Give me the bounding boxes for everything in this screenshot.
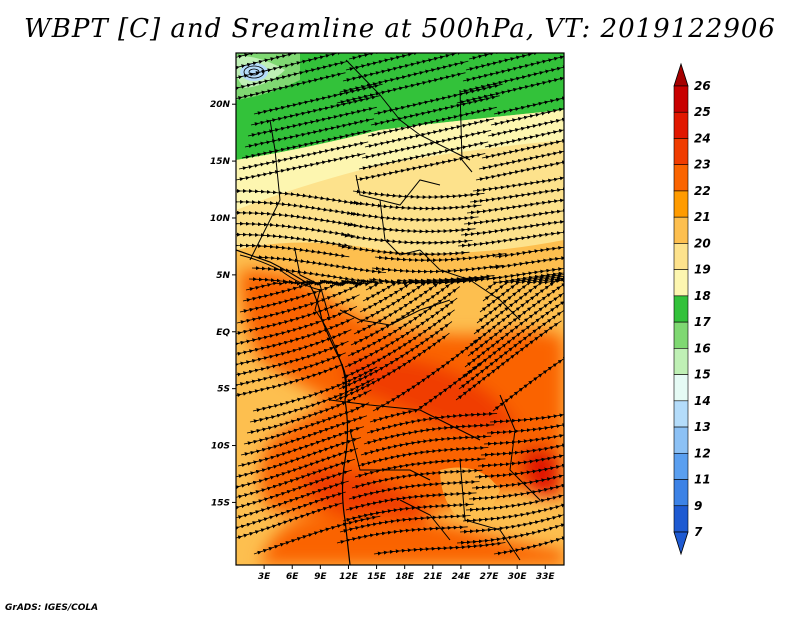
streamline — [346, 211, 479, 222]
colorbar-label: 20 — [694, 236, 711, 250]
colorbar-segment — [673, 85, 689, 113]
country-borders — [239, 59, 541, 561]
colorbar-segment — [673, 269, 689, 297]
lat-tick-label: 10N — [210, 214, 231, 224]
colorbar-segment — [673, 400, 689, 428]
footer-credit: GrADS: IGES/COLA — [5, 603, 99, 613]
lat-tick-label: 10S — [211, 442, 230, 452]
streamline — [352, 189, 485, 200]
colorbar-label: 7 — [694, 525, 703, 539]
streamline — [493, 518, 564, 556]
colorbar-label: 12 — [694, 446, 711, 460]
colorbar-segment — [673, 479, 689, 507]
colorbar-segment — [673, 426, 689, 454]
streamline — [343, 222, 476, 234]
lon-tick-label: 21E — [423, 572, 443, 582]
colorbar-segment — [673, 111, 689, 139]
streamline — [253, 515, 381, 555]
streamline — [236, 243, 350, 258]
colorbar-label: 14 — [694, 394, 711, 408]
lat-tick-label: 15N — [210, 157, 231, 167]
streamline — [371, 264, 504, 274]
colorbar-label: 23 — [694, 158, 711, 172]
map-axes: 3E 6E 9E 12E 15E 18E 21E 24E 27E 30E 33E 20N 15N 10N 5… — [210, 100, 556, 582]
colorbar-segment — [673, 138, 689, 166]
colorbar-segment — [673, 295, 689, 323]
lat-tick-label: 5S — [217, 385, 230, 395]
streamline — [340, 233, 473, 245]
streamline — [355, 153, 486, 182]
lon-tick-label: 9E — [314, 572, 327, 582]
chart-title: WBPT [C] and Sreamline at 500hPa, VT: 20… — [24, 14, 776, 44]
lon-tick-label: 18E — [395, 572, 415, 582]
map-area — [236, 53, 564, 565]
colorbar-top-arrow — [673, 62, 689, 87]
streamline — [373, 541, 506, 556]
lat-tick-label: EQ — [216, 328, 230, 338]
colorbar-label: 17 — [694, 315, 711, 329]
lon-tick-label: 24E — [452, 572, 472, 582]
colorbar-label: 25 — [694, 105, 711, 119]
colorbar-segment — [673, 321, 689, 349]
colorbar-label: 19 — [694, 263, 711, 277]
lon-tick-label: 6E — [286, 572, 299, 582]
colorbar-label: 13 — [694, 420, 711, 434]
colorbar-label: 24 — [694, 131, 711, 145]
colorbar-segment — [673, 374, 689, 402]
colorbar-label: 15 — [694, 368, 711, 382]
lon-tick-label: 27E — [480, 572, 500, 582]
colorbar-segment — [673, 190, 689, 218]
colorbar: 26 25 24 23 22 21 20 19 18 17 16 15 14 13 12 11 9 7 — [673, 62, 711, 556]
lon-tick-label: 3E — [258, 572, 271, 582]
colorbar-label: 9 — [694, 499, 702, 513]
streamline — [457, 228, 564, 248]
streamline — [236, 153, 366, 182]
colorbar-label: 16 — [694, 341, 711, 355]
streamlines — [236, 53, 564, 556]
streamline — [349, 200, 482, 211]
lon-tick-label: 12E — [339, 572, 359, 582]
colorbar-segment — [673, 505, 689, 533]
colorbar-segment — [673, 348, 689, 375]
map-frame — [235, 52, 565, 566]
lat-tick-label: 15S — [211, 498, 230, 508]
lon-tick-label: 33E — [536, 572, 556, 582]
streamline — [374, 252, 507, 263]
colorbar-label: 18 — [694, 289, 711, 303]
colorbar-label: 21 — [694, 210, 711, 224]
lat-tick-label: 20N — [210, 100, 231, 110]
colorbar-label: 11 — [694, 473, 711, 487]
colorbar-label: 22 — [694, 184, 711, 198]
lon-tick-label: 30E — [508, 572, 528, 582]
colorbar-segment — [673, 164, 689, 192]
colorbar-segment — [673, 216, 689, 244]
colorbar-label: 26 — [694, 79, 711, 93]
streamline-vortex — [243, 65, 265, 79]
colorbar-segment — [673, 452, 689, 480]
lon-tick-label: 15E — [367, 572, 387, 582]
colorbar-segment — [673, 243, 689, 270]
colorbar-bottom-arrow — [673, 531, 689, 556]
lat-tick-label: 5N — [216, 271, 230, 281]
streamline — [236, 232, 353, 248]
coastline — [236, 249, 351, 565]
